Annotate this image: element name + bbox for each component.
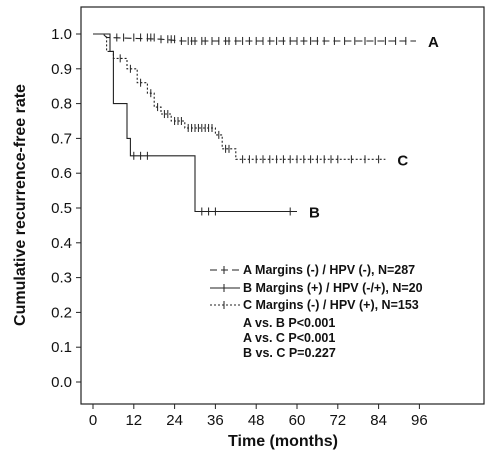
x-axis-title: Time (months)	[228, 433, 338, 450]
x-tick-label: 36	[207, 412, 224, 429]
series-line	[93, 33, 297, 213]
y-axis: 0.0 0.1 0.2 0.3 0.4 0.5 0.6 0.7 0.8 0.9 1.0	[51, 26, 81, 391]
x-tick-label: 72	[329, 412, 346, 429]
y-tick-label: 0.5	[51, 200, 72, 217]
y-tick-label: 0.7	[51, 130, 72, 147]
x-tick-label: 0	[89, 412, 97, 429]
x-axis: 0 12 24 36 48 60 72 84 96	[89, 404, 428, 429]
legend-label: B Margins (+) / HPV (-/+), N=20	[243, 281, 423, 295]
x-tick-label: 84	[370, 412, 387, 429]
y-tick-label: 0.9	[51, 61, 72, 78]
y-tick-label: 0.2	[51, 304, 72, 321]
legend: A Margins (-) / HPV (-), N=287 B Margins …	[210, 263, 423, 312]
x-tick-label: 48	[248, 412, 265, 429]
series-C: C	[93, 33, 408, 169]
series-line	[93, 33, 386, 160]
series-B: B	[93, 33, 320, 221]
x-tick-label: 60	[289, 412, 306, 429]
x-tick-label: 96	[411, 412, 428, 429]
y-axis-title: Cumulative recurrence-free rate	[12, 84, 29, 326]
curve-end-label: A	[428, 34, 439, 51]
series-A: A	[93, 33, 439, 51]
y-tick-label: 1.0	[51, 26, 72, 43]
curve-end-label: C	[397, 152, 408, 169]
y-tick-label: 0.4	[51, 235, 72, 252]
y-tick-label: 0.1	[51, 339, 72, 356]
p-value-annotation: A vs. C P<0.001	[243, 331, 335, 345]
x-tick-label: 12	[125, 412, 142, 429]
x-tick-label: 24	[166, 412, 183, 429]
y-tick-label: 0.3	[51, 270, 72, 287]
plot-frame	[80, 6, 485, 405]
y-tick-label: 0.0	[51, 374, 72, 391]
series-line	[93, 33, 416, 42]
legend-label: C Margins (-) / HPV (+), N=153	[243, 298, 419, 312]
p-value-annotation: B vs. C P=0.227	[243, 346, 336, 360]
curve-end-label: B	[309, 204, 320, 221]
legend-label: A Margins (-) / HPV (-), N=287	[243, 263, 415, 277]
y-tick-label: 0.8	[51, 96, 72, 113]
y-tick-label: 0.6	[51, 165, 72, 182]
series-layer: A B C	[93, 33, 439, 221]
p-value-annotation: A vs. B P<0.001	[243, 316, 335, 330]
